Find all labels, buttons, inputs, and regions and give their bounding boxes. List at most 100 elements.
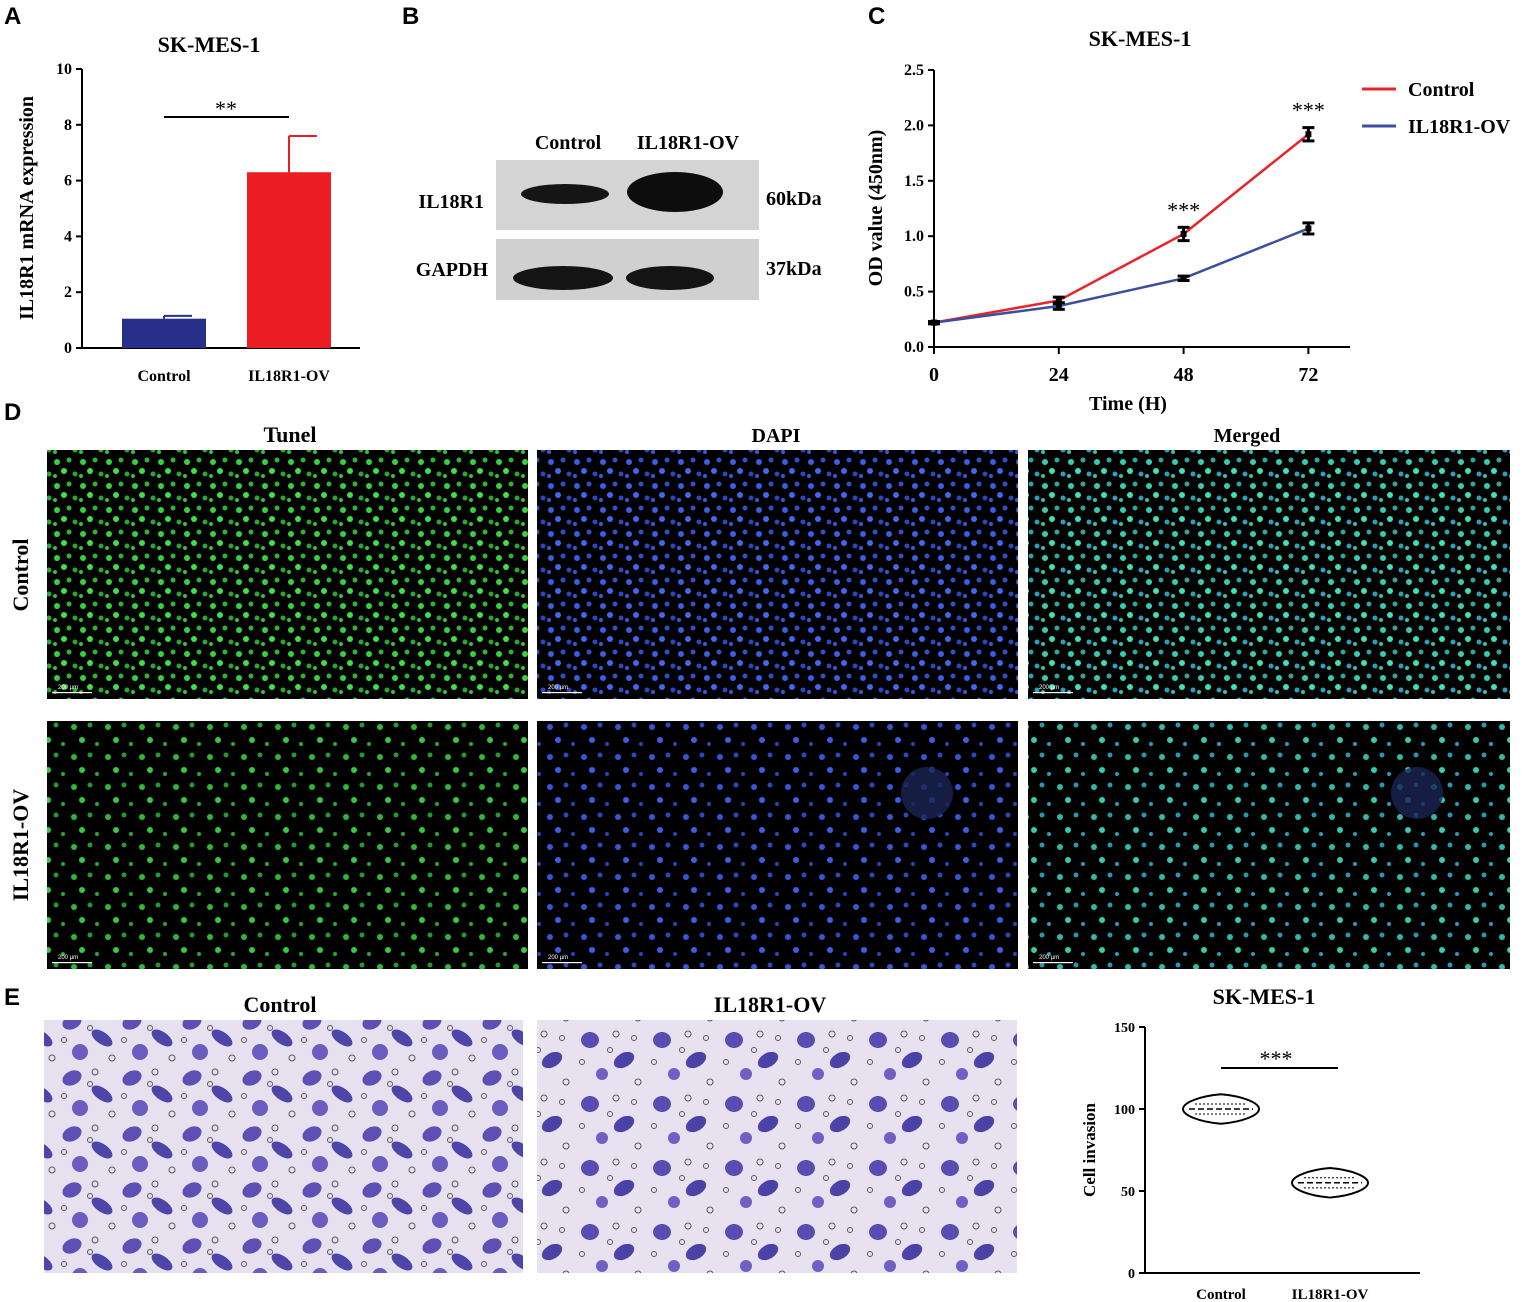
scale-bar	[52, 962, 92, 964]
band-control-gapdh	[513, 266, 613, 290]
data-point	[931, 319, 937, 326]
significance-marker: **	[215, 96, 237, 121]
scale-bar	[542, 962, 582, 964]
scale-bar-label: 200 µm	[1039, 955, 1059, 961]
nuclei-dapi-il18r1-ov	[537, 721, 1018, 969]
panel-c: C SK-MES-1 OD value (450nm) Time (H) 0.0…	[865, 3, 1511, 415]
x-tick-label: IL18R1-OV	[1292, 1287, 1369, 1302]
scale-bar-label: 200 µm	[1039, 685, 1059, 691]
error-bar	[163, 314, 192, 319]
y-tick-label: 0.5	[904, 284, 924, 301]
scale-bar-label: 200 µm	[58, 685, 78, 691]
protein-label-il18r1: IL18R1	[418, 191, 484, 213]
error-bar	[288, 134, 317, 173]
data-point	[1055, 303, 1062, 310]
data-point	[1305, 131, 1312, 138]
bar-il18r1-ov	[247, 172, 331, 348]
x-tick-label: 72	[1298, 364, 1318, 386]
nuclei-tunel-il18r1-ov	[47, 721, 528, 969]
y-axis-label: OD value (450nm)	[865, 130, 887, 287]
x-tick-label: 24	[1049, 364, 1069, 386]
panel-b: B Control IL18R1-OV IL18R1 GAPDH 60kDa 3…	[402, 3, 822, 300]
x-tick-label: Control	[137, 368, 191, 385]
annotations: *** ***	[1167, 98, 1325, 223]
y-tick-label: 0	[64, 340, 72, 357]
axes: 0 50 100 150 Control IL18R1-OV	[1114, 1021, 1420, 1302]
y-tick-label: 150	[1114, 1021, 1135, 1036]
axes: 0.0 0.5 1.0 1.5 2.0 2.5 0 24 48 72	[904, 62, 1350, 386]
y-axis-label: IL18R1 mRNA expression	[16, 96, 38, 320]
band-control-il18r1	[521, 184, 609, 204]
y-tick-label: 6	[64, 173, 72, 190]
column-label-tunel: Tunel	[263, 422, 316, 447]
y-tick-label: 4	[64, 228, 72, 245]
series-control	[928, 126, 1315, 326]
x-tick-label: IL18R1-OV	[248, 368, 330, 385]
y-tick-label: 50	[1121, 1185, 1135, 1200]
band-ov-il18r1	[627, 172, 723, 212]
band-ov-gapdh	[626, 266, 714, 290]
data-point	[1305, 225, 1312, 232]
series-line	[933, 133, 1310, 324]
protein-label-gapdh: GAPDH	[416, 259, 489, 281]
legend: Control IL18R1-OV	[1362, 79, 1511, 138]
scale-bar-label: 200 µm	[548, 685, 568, 691]
x-axis-label: Time (H)	[1089, 393, 1167, 415]
nuclei-merged-il18r1-ov	[1028, 721, 1510, 969]
significance-marker: ***	[1292, 98, 1325, 123]
size-label-37kda: 37kDa	[766, 258, 822, 280]
data-point	[1055, 297, 1062, 304]
y-tick-label: 100	[1114, 1103, 1135, 1118]
y-tick-label: 0	[1128, 1267, 1135, 1282]
chart-title: SK-MES-1	[1213, 984, 1316, 1009]
row-label-il18r1-ov: IL18R1-OV	[8, 789, 33, 902]
violin-control	[1181, 1093, 1261, 1125]
data-point	[1180, 275, 1187, 282]
panel-letter-c: C	[868, 3, 885, 30]
panel-d: D Tunel DAPI Merged Control IL18R1-OV 20…	[4, 399, 1510, 969]
scale-bar	[1033, 692, 1073, 694]
lane-label-control: Control	[535, 132, 602, 154]
nuclei-tunel-control	[47, 450, 528, 699]
bubble-artifact	[901, 767, 953, 819]
data-point	[1180, 230, 1187, 237]
panel-letter-d: D	[4, 399, 21, 426]
x-tick-label: 0	[929, 364, 939, 386]
legend-label: IL18R1-OV	[1408, 116, 1511, 138]
nuclei-dapi-control	[537, 450, 1018, 699]
y-tick-label: 2.0	[904, 117, 924, 134]
image-label-control: Control	[244, 992, 317, 1017]
scale-bar	[1033, 962, 1073, 964]
y-tick-label: 0.0	[904, 339, 924, 356]
significance-marker: ***	[1260, 1046, 1293, 1071]
legend-label: Control	[1408, 79, 1475, 101]
invasion-image-control	[44, 1020, 523, 1273]
x-tick-label: 48	[1174, 364, 1194, 386]
significance-bracket: **	[164, 96, 289, 121]
series-line	[933, 227, 1309, 324]
column-label-dapi: DAPI	[752, 425, 801, 447]
panel-letter-a: A	[4, 3, 21, 30]
y-tick-label: 10	[56, 61, 72, 78]
y-axis-label: Cell invasion	[1080, 1102, 1099, 1197]
column-label-merged: Merged	[1214, 425, 1281, 447]
row-label-control: Control	[8, 539, 33, 612]
series	[928, 126, 1315, 326]
lane-label-il18r1-ov: IL18R1-OV	[637, 132, 740, 154]
bars	[122, 134, 331, 348]
significance-bracket: ***	[1221, 1046, 1338, 1071]
chart-title: SK-MES-1	[1089, 26, 1192, 51]
size-label-60kda: 60kDa	[766, 188, 822, 210]
bar-control	[122, 318, 206, 348]
scale-bar-label: 200 µm	[548, 955, 568, 961]
image-label-il18r1-ov: IL18R1-OV	[714, 992, 827, 1017]
y-tick-label: 8	[64, 117, 72, 134]
panel-e: E Control IL18R1-OV SK-MES-1 Cell invasi…	[4, 984, 1420, 1302]
series-il18r1-ov	[928, 221, 1315, 326]
x-tick-label: Control	[1196, 1287, 1246, 1302]
scale-bar	[52, 692, 92, 694]
y-tick-label: 2.5	[904, 62, 924, 79]
violin-il18r1-ov	[1290, 1167, 1370, 1199]
scale-bar	[542, 692, 582, 694]
